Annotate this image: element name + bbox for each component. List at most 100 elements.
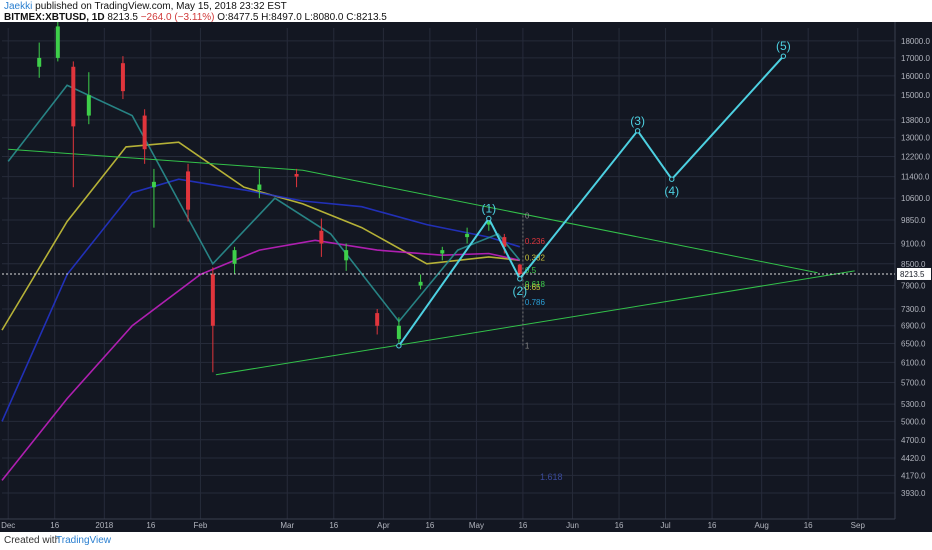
time-tick-label: Apr bbox=[377, 521, 390, 530]
moving-averages bbox=[1, 84, 521, 481]
wave-path bbox=[398, 55, 785, 347]
candle-body bbox=[418, 281, 423, 286]
price-tick-label: 4420.0 bbox=[901, 454, 926, 463]
time-tick-label: May bbox=[469, 521, 484, 530]
fib-level-label: 0.618 bbox=[525, 280, 546, 289]
time-tick-label: 16 bbox=[804, 521, 813, 530]
wave-label: (1) bbox=[481, 202, 496, 216]
price-tick-label: 5700.0 bbox=[901, 378, 926, 387]
wave-label: (5) bbox=[776, 39, 791, 53]
fib-level-label: 0 bbox=[525, 212, 530, 221]
candle-body bbox=[502, 237, 507, 247]
price-tick-label: 13800.0 bbox=[901, 116, 930, 125]
price-tick-label: 7900.0 bbox=[901, 282, 926, 291]
fib-level-label: 0.786 bbox=[525, 298, 546, 307]
price-tick-label: 18000.0 bbox=[901, 37, 930, 46]
trendlines bbox=[8, 148, 855, 376]
price-axis: 18000.017000.016000.015000.013800.013000… bbox=[2, 22, 931, 519]
price-tick-label: 4170.0 bbox=[901, 471, 926, 480]
wave-label: (3) bbox=[630, 114, 645, 128]
wave-point bbox=[486, 215, 492, 222]
price-tick-label: 9100.0 bbox=[901, 240, 926, 249]
candle-body bbox=[396, 325, 401, 339]
candle-body bbox=[257, 184, 262, 190]
candle-body bbox=[151, 181, 156, 188]
price-tick-label: 10600.0 bbox=[901, 194, 930, 203]
change-label: −264.0 (−3.11%) bbox=[140, 12, 215, 23]
candle-body bbox=[465, 233, 470, 238]
time-tick-label: Jul bbox=[660, 521, 670, 530]
candle-body bbox=[210, 274, 215, 326]
wave-label: (4) bbox=[664, 184, 679, 198]
candle-body bbox=[344, 250, 349, 261]
wave-point bbox=[517, 276, 523, 282]
price-tick-label: 17000.0 bbox=[901, 54, 930, 63]
price-tick-label: 8500.0 bbox=[901, 260, 926, 269]
last-price-label: 8213.5 bbox=[900, 270, 925, 279]
wave-label: (2) bbox=[512, 284, 527, 298]
candle-body bbox=[120, 63, 125, 92]
price-tick-label: 3930.0 bbox=[901, 489, 926, 498]
candle-body bbox=[294, 174, 299, 177]
time-tick-label: Mar bbox=[280, 521, 294, 530]
volume-axis-label: 1.618 bbox=[540, 472, 563, 482]
price-label: 8213.5 bbox=[107, 12, 138, 23]
candle-body bbox=[440, 250, 445, 254]
wave-point bbox=[634, 128, 641, 134]
wave-point bbox=[396, 343, 402, 349]
time-tick-label: 16 bbox=[708, 521, 717, 530]
time-tick-label: 16 bbox=[425, 521, 434, 530]
candle-body bbox=[486, 221, 491, 225]
fib-level-label: 0.5 bbox=[525, 266, 537, 275]
candle-body bbox=[55, 26, 60, 58]
time-tick-label: Sep bbox=[851, 521, 866, 530]
chart-header: Jaekki published on TradingView.com, May… bbox=[0, 0, 932, 23]
price-tick-label: 13000.0 bbox=[901, 134, 930, 143]
moving-average-line bbox=[1, 178, 521, 422]
price-tick-label: 5000.0 bbox=[901, 417, 926, 426]
candle-body bbox=[142, 115, 147, 150]
price-tick-label: 6500.0 bbox=[901, 339, 926, 348]
author-link[interactable]: Jaekki bbox=[4, 1, 33, 12]
price-tick-label: 6100.0 bbox=[901, 358, 926, 367]
price-tick-label: 9850.0 bbox=[901, 216, 926, 225]
candles bbox=[37, 22, 522, 373]
moving-average-line bbox=[1, 239, 520, 481]
fib-level-label: 0.65 bbox=[525, 283, 541, 292]
chart-footer: Created with TradingView bbox=[0, 532, 932, 550]
time-tick-label: Aug bbox=[755, 521, 769, 530]
time-tick-label: Dec bbox=[1, 521, 15, 530]
price-tick-label: 11400.0 bbox=[901, 173, 930, 182]
publish-info: published on TradingView.com, May 15, 20… bbox=[35, 1, 287, 12]
tradingview-logo[interactable]: TradingView bbox=[56, 535, 112, 546]
fib-level-label: 1 bbox=[525, 341, 530, 350]
elliott-wave: (1) (2) (3) (4) (5) bbox=[396, 39, 791, 349]
time-tick-label: 16 bbox=[50, 521, 59, 530]
candle-body bbox=[37, 57, 42, 67]
price-tick-label: 12200.0 bbox=[901, 152, 930, 161]
time-tick-label: 16 bbox=[615, 521, 624, 530]
time-tick-label: Jun bbox=[566, 521, 579, 530]
trendline bbox=[215, 270, 855, 376]
time-tick-label: 16 bbox=[329, 521, 338, 530]
candle-body bbox=[86, 95, 91, 116]
candle-body bbox=[319, 230, 324, 244]
price-tick-label: 4700.0 bbox=[901, 436, 926, 445]
time-tick-label: 16 bbox=[518, 521, 527, 530]
price-tick-label: 7300.0 bbox=[901, 305, 926, 314]
moving-average-line bbox=[7, 84, 521, 323]
ohlc-label: O:8477.5 H:8497.0 L:8080.0 C:8213.5 bbox=[217, 12, 387, 23]
price-tick-label: 15000.0 bbox=[901, 91, 930, 100]
time-tick-label: Feb bbox=[194, 521, 208, 530]
wave-point bbox=[669, 176, 675, 182]
created-with-label: Created with bbox=[4, 535, 61, 546]
price-tick-label: 16000.0 bbox=[901, 72, 930, 81]
time-axis: Dec 16 2018 16 Feb Mar 16 Apr 16 May 16 Jun 16 Jul 16 A… bbox=[0, 518, 895, 530]
chart-background bbox=[0, 22, 932, 532]
wave-point bbox=[780, 53, 787, 59]
time-tick-label: 16 bbox=[146, 521, 155, 530]
symbol-label: BITMEX:XBTUSD, 1D bbox=[4, 12, 105, 23]
candle-body bbox=[186, 171, 191, 210]
candle-body bbox=[71, 66, 76, 127]
